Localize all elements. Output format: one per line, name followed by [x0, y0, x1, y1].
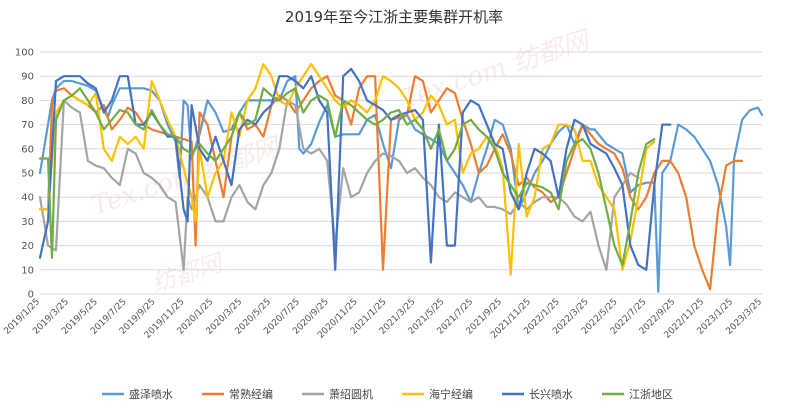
series-line-6: [38, 87, 656, 267]
series-line-4: [38, 62, 656, 276]
y-tick-label: 80: [21, 96, 34, 107]
y-tick-label: 0: [28, 290, 34, 301]
svg-text:纺都网: 纺都网: [148, 248, 228, 298]
legend-label: 长兴喷水: [529, 388, 573, 401]
y-tick-label: 60: [21, 144, 34, 155]
series-line-5: [38, 67, 672, 271]
y-tick-label: 70: [21, 120, 34, 131]
y-tick-label: 10: [21, 265, 34, 276]
y-tick-label: 40: [21, 193, 34, 204]
y-tick-label: 20: [21, 241, 34, 252]
y-tick-label: 100: [15, 48, 34, 59]
legend-label: 盛泽喷水: [129, 387, 173, 401]
y-tick-label: 90: [21, 72, 34, 83]
series-layer: [38, 62, 764, 293]
series-line-1: [38, 75, 764, 293]
y-axis-ticks: 0 10 20 30 40 50 60 70 80 90 100: [15, 48, 34, 301]
y-tick-label: 30: [21, 217, 34, 228]
legend-label: 江浙地区: [629, 388, 673, 401]
y-tick-label: 50: [21, 169, 34, 180]
series-line-2: [38, 75, 744, 291]
legend-label: 海宁经编: [429, 387, 473, 401]
legend-label: 萧绍圆机: [329, 387, 373, 401]
x-axis-ticks: 2019/1/252019/3/252019/5/252019/7/252019…: [2, 297, 764, 341]
legend-label: 常熟经编: [229, 387, 273, 401]
watermark: Tex.com 纺都网 Tex.com 纺都网 纺都网: [88, 25, 595, 298]
legend: 盛泽喷水 常熟经编 萧绍圆机 海宁经编 长兴喷水 江浙地区: [102, 387, 673, 401]
chart-title: 2019年至今江浙主要集群开机率: [285, 8, 503, 26]
